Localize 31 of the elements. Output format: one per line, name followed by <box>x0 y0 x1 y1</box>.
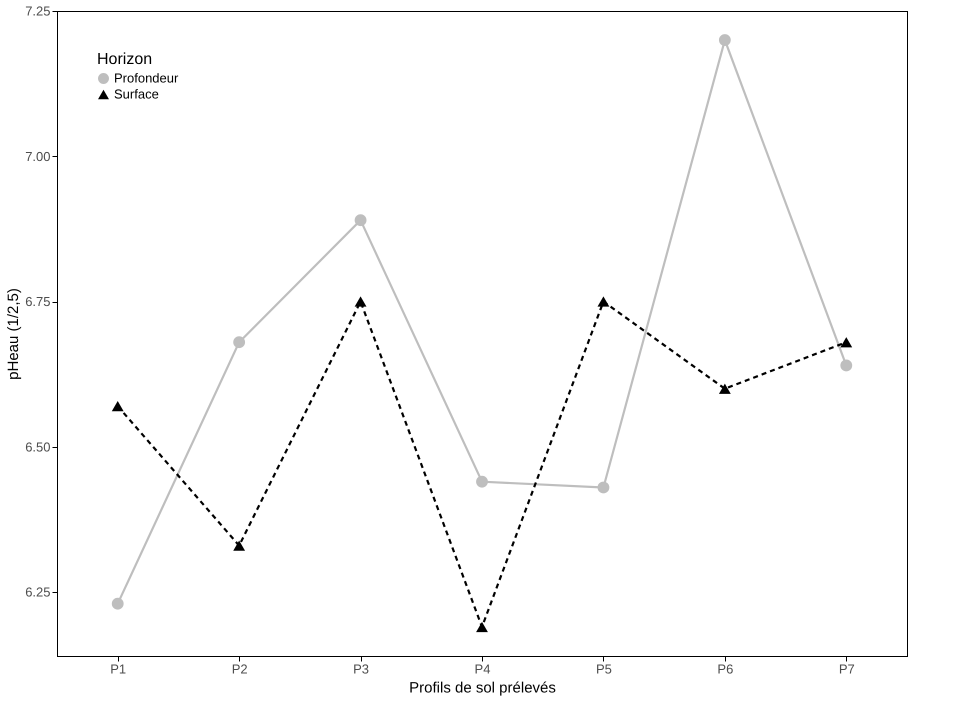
point <box>598 482 610 494</box>
x-tick-label: P5 <box>596 662 612 676</box>
x-tick-label: P2 <box>232 662 248 676</box>
point <box>112 401 124 412</box>
legend-label: Surface <box>114 86 159 102</box>
point <box>840 360 852 372</box>
legend-title: Horizon <box>97 51 152 68</box>
x-tick-label: P4 <box>474 662 490 676</box>
point <box>598 296 610 307</box>
y-tick-label: 7.00 <box>25 148 50 164</box>
point <box>718 34 731 46</box>
point <box>233 540 246 551</box>
point <box>476 476 488 488</box>
point <box>233 336 246 348</box>
legend-label: Profondeur <box>114 70 179 86</box>
point <box>476 622 488 632</box>
x-tick-label: P6 <box>717 662 734 676</box>
point <box>354 214 366 226</box>
point <box>718 384 731 394</box>
y-tick-label: 6.25 <box>25 584 50 600</box>
x-tick-label: P7 <box>838 662 855 676</box>
x-axis-title: Profils de sol prélevés <box>409 680 556 696</box>
point <box>354 296 366 307</box>
point <box>112 598 124 610</box>
x-tick-label: P3 <box>353 662 370 676</box>
x-tick-label: P1 <box>110 662 126 676</box>
y-tick-label: 7.25 <box>25 4 50 18</box>
y-tick-label: 6.50 <box>25 439 50 454</box>
y-axis-title: pHeau (1/2,5) <box>5 288 22 380</box>
point <box>840 337 852 348</box>
y-tick-label: 6.75 <box>25 294 50 310</box>
